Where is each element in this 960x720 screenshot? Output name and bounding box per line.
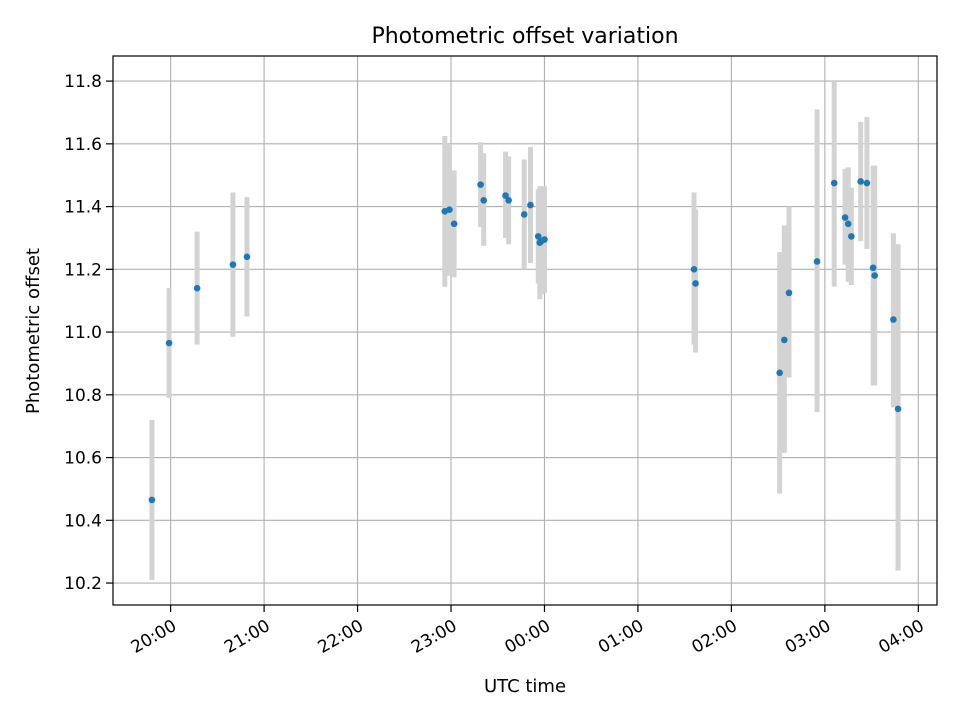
x-tick-label: 00:00: [502, 616, 554, 658]
data-point: [848, 233, 855, 240]
data-point: [193, 284, 201, 292]
y-tick-label: 11.4: [64, 198, 102, 218]
data-point: [520, 211, 528, 218]
plot-frame: [112, 55, 938, 606]
data-point: [502, 192, 509, 199]
data-point: [541, 236, 548, 243]
data-point: [527, 201, 534, 209]
y-axis-label: Photometric offset: [23, 248, 44, 414]
data-point: [841, 214, 849, 221]
y-tick-label: 10.2: [64, 574, 102, 594]
grid-lines: [113, 56, 937, 605]
y-tick-label: 10.8: [64, 386, 102, 406]
y-tick-label: 10.4: [64, 511, 102, 531]
data-point: [781, 336, 788, 344]
data-point: [148, 496, 156, 504]
data-point: [844, 220, 852, 228]
data-point: [830, 179, 838, 187]
data-point: [776, 369, 783, 377]
data-point: [477, 181, 484, 188]
x-tick-label: 03:00: [782, 616, 834, 658]
y-axis-ticks: 10.2 10.4 10.6 10.8 11.0 11.2 11.4 11.6 11.8: [64, 72, 113, 594]
data-point: [480, 197, 488, 204]
x-tick-label: 23:00: [408, 616, 460, 658]
data-point: [894, 405, 902, 413]
x-tick-label: 04:00: [875, 616, 927, 658]
y-tick-label: 11.2: [64, 260, 102, 280]
data-point: [165, 339, 173, 347]
data-point: [813, 258, 821, 265]
data-point: [857, 178, 864, 185]
x-tick-label: 02:00: [688, 616, 740, 658]
x-tick-label: 22:00: [315, 616, 367, 658]
x-axis-ticks: 20:00 21:00 22:00 23:00 00:00 01:00 02:00 03:00…: [128, 605, 928, 658]
data-points: [148, 178, 902, 504]
data-point: [229, 261, 237, 268]
data-point: [869, 264, 877, 272]
x-tick-label: 21:00: [221, 616, 273, 658]
data-point: [446, 206, 453, 214]
data-point: [505, 197, 512, 204]
chart-title: Photometric offset variation: [371, 24, 678, 49]
y-tick-label: 10.6: [64, 449, 102, 469]
x-tick-label: 01:00: [595, 616, 647, 658]
y-tick-label: 11.6: [64, 135, 102, 155]
data-point: [243, 253, 251, 261]
y-tick-label: 11.8: [64, 72, 102, 92]
data-point: [534, 233, 542, 240]
x-tick-label: 20:00: [128, 616, 180, 658]
x-axis-label: UTC time: [484, 676, 566, 697]
data-point: [871, 272, 878, 279]
y-tick-label: 11.0: [64, 323, 102, 343]
data-point: [863, 179, 871, 187]
data-point: [785, 289, 793, 297]
data-point: [690, 266, 698, 273]
data-point: [890, 316, 897, 323]
data-point: [692, 280, 699, 287]
data-point: [450, 220, 458, 228]
